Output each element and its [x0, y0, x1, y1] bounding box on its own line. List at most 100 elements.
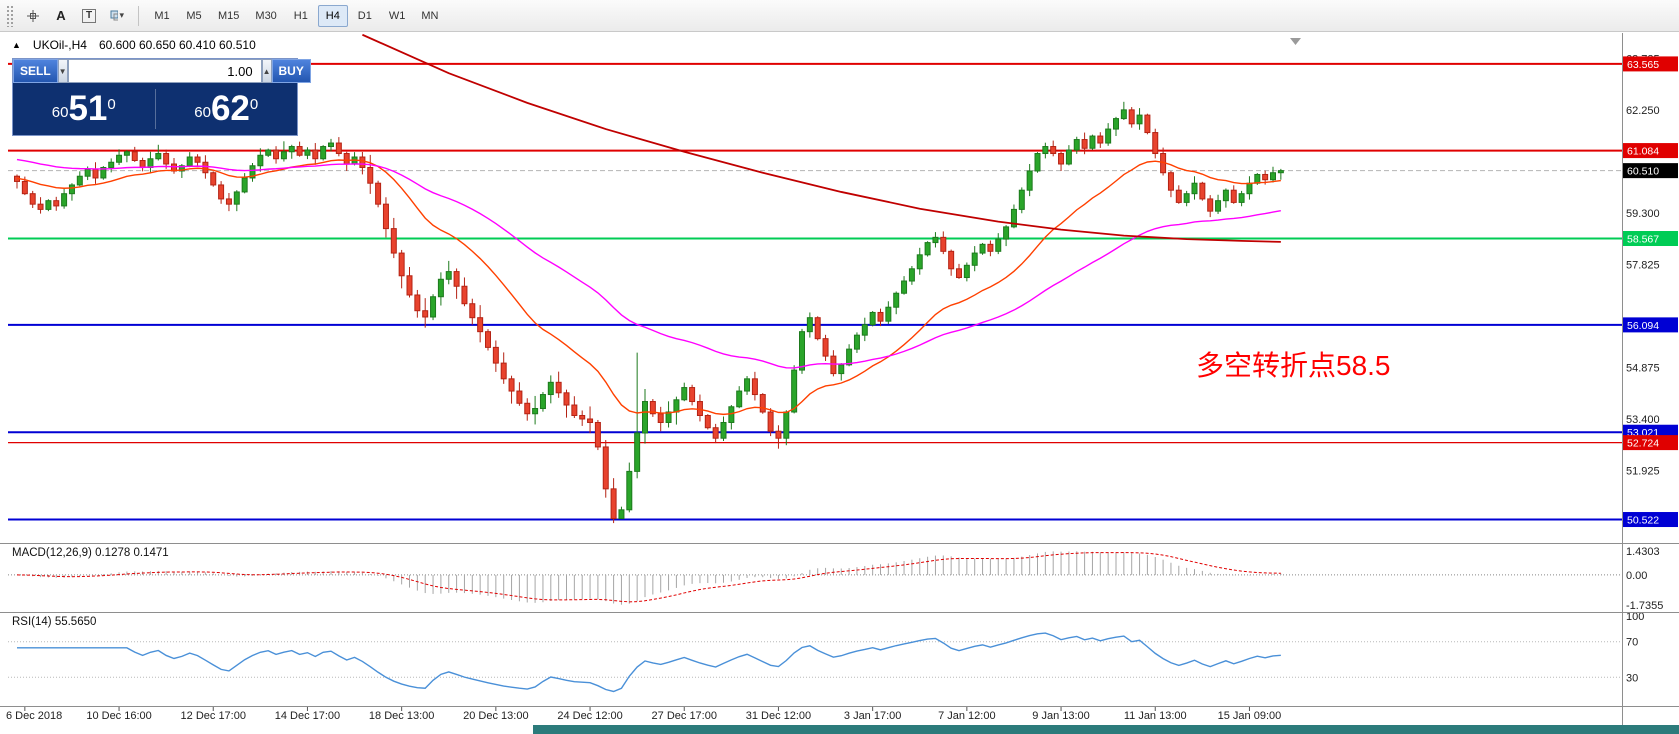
svg-text:51.925: 51.925 — [1626, 466, 1660, 478]
chart-title-bar: ▲ UKOil-,H4 60.600 60.650 60.410 60.510 — [12, 38, 256, 52]
price-badge-58.567 — [1623, 231, 1678, 247]
text-annotation-icon: A — [56, 8, 66, 23]
timeframe-m15[interactable]: M15 — [211, 5, 246, 27]
timeframe-m1[interactable]: M1 — [147, 5, 177, 27]
svg-text:20 Dec 13:00: 20 Dec 13:00 — [463, 710, 528, 722]
buy-price-big: 62 — [210, 88, 250, 128]
svg-text:9 Jan 13:00: 9 Jan 13:00 — [1032, 710, 1090, 722]
svg-text:0.00: 0.00 — [1626, 570, 1647, 582]
svg-text:10 Dec 16:00: 10 Dec 16:00 — [86, 710, 151, 722]
moving-averages — [16, 33, 1281, 416]
price-axis: 100703063.72562.25059.30057.82554.87553.… — [1623, 53, 1678, 684]
sell-price: 60 51 0 — [51, 88, 116, 128]
volume-input[interactable] — [67, 59, 262, 83]
svg-text:24 Dec 12:00: 24 Dec 12:00 — [557, 710, 622, 722]
price-badge-50.522 — [1623, 512, 1678, 528]
sell-price-prefix: 60 — [51, 104, 69, 122]
chart-chrome — [0, 33, 1679, 726]
buy-price: 60 62 0 — [194, 88, 259, 128]
timeframe-d1[interactable]: D1 — [350, 5, 380, 27]
macd-signal-line — [16, 552, 1281, 603]
price-badge-56.094 — [1623, 317, 1678, 333]
svg-text:18 Dec 13:00: 18 Dec 13:00 — [369, 710, 434, 722]
ma-55 — [16, 158, 1281, 369]
svg-text:62.250: 62.250 — [1626, 105, 1660, 117]
time-axis: 6 Dec 2018 10 Dec 16:00 12 Dec 17:00 14 Dec… — [6, 707, 1281, 722]
drawing-tools-group: A T ▾ — [19, 4, 131, 28]
toolbar: A T ▾ M1 M5 M15 M30 H1 H4 D1 W1 MN — [0, 0, 1679, 32]
timeframe-h1[interactable]: H1 — [286, 5, 316, 27]
buy-button[interactable]: BUY — [271, 59, 311, 83]
timeframe-h4[interactable]: H4 — [317, 4, 348, 27]
svg-text:57.825: 57.825 — [1626, 259, 1660, 271]
sell-price-big: 51 — [68, 88, 108, 128]
buy-price-sup: 0 — [249, 95, 259, 113]
oneclick-collapse-icon[interactable]: ▲ — [12, 40, 21, 50]
chart-shift-icon — [1290, 38, 1301, 45]
svg-text:7 Jan 12:00: 7 Jan 12:00 — [938, 710, 996, 722]
svg-text:53.400: 53.400 — [1626, 414, 1660, 426]
chevron-down-icon: ▾ — [119, 10, 124, 20]
ohlc-values: 60.600 60.650 60.410 60.510 — [98, 38, 256, 52]
trade-prices-row: 60 51 0 60 62 0 — [13, 83, 297, 135]
symbol-period-label: UKOil-,H4 — [32, 38, 87, 52]
shapes-icon — [110, 10, 119, 21]
buy-price-area[interactable]: 60 62 0 — [156, 83, 298, 135]
rsi-panel — [8, 632, 1622, 693]
volume-increase-button[interactable]: ▲ — [261, 59, 272, 83]
text-label-button[interactable]: T — [75, 4, 103, 28]
rsi-indicator-label: RSI(14) 55.5650 — [12, 616, 97, 628]
crosshair-icon — [27, 9, 39, 22]
svg-text:15 Jan 09:00: 15 Jan 09:00 — [1218, 710, 1282, 722]
svg-text:50.522: 50.522 — [1627, 515, 1659, 527]
svg-text:60.510: 60.510 — [1627, 166, 1659, 178]
svg-text:54.875: 54.875 — [1626, 362, 1660, 374]
rsi-line — [17, 632, 1281, 693]
figures-button[interactable]: ▾ — [103, 4, 131, 28]
price-badge-63.565 — [1623, 56, 1678, 72]
svg-text:56.094: 56.094 — [1627, 320, 1659, 332]
svg-text:3 Jan 17:00: 3 Jan 17:00 — [844, 710, 902, 722]
long-ma-line — [362, 33, 1281, 243]
timeframe-w1[interactable]: W1 — [382, 5, 413, 27]
price-badge-52.724 — [1623, 435, 1678, 451]
trade-controls-row: SELL ▼ ▲ BUY — [13, 59, 311, 83]
timeframe-group: M1 M5 M15 M30 H1 H4 D1 W1 MN — [146, 4, 446, 27]
timeframe-m30[interactable]: M30 — [248, 5, 283, 27]
svg-text:1.4303: 1.4303 — [1626, 546, 1660, 558]
svg-text:6 Dec 2018: 6 Dec 2018 — [6, 710, 62, 722]
sell-price-area[interactable]: 60 51 0 — [13, 83, 155, 135]
toolbar-grip[interactable] — [6, 4, 13, 27]
macd-panel — [8, 551, 1622, 605]
sell-button[interactable]: SELL — [13, 59, 58, 83]
svg-text:61.084: 61.084 — [1627, 146, 1659, 158]
chevron-up-icon: ▲ — [262, 66, 271, 76]
svg-text:52.724: 52.724 — [1627, 438, 1659, 450]
svg-text:59.300: 59.300 — [1626, 208, 1660, 220]
svg-text:27 Dec 17:00: 27 Dec 17:00 — [652, 710, 717, 722]
timeframe-m5[interactable]: M5 — [179, 5, 209, 27]
price-divider — [154, 89, 156, 129]
buy-price-prefix: 60 — [194, 104, 211, 122]
ma-21 — [16, 159, 1281, 416]
svg-text:63.565: 63.565 — [1627, 59, 1659, 71]
toolbar-separator — [138, 5, 139, 26]
volume-dropdown-button[interactable]: ▼ — [57, 59, 68, 83]
timeframe-mn[interactable]: MN — [414, 5, 445, 27]
svg-text:14 Dec 17:00: 14 Dec 17:00 — [275, 710, 340, 722]
svg-text:30: 30 — [1626, 672, 1638, 684]
chart-text-annotation: 多空转折点58.5 — [1196, 350, 1391, 381]
text-annotation-button[interactable]: A — [47, 4, 75, 28]
svg-text:70: 70 — [1626, 637, 1638, 649]
bottom-strip — [533, 725, 1679, 734]
svg-text:11 Jan 13:00: 11 Jan 13:00 — [1124, 710, 1187, 722]
svg-text:31 Dec 12:00: 31 Dec 12:00 — [746, 710, 811, 722]
price-badge-61.084 — [1623, 143, 1678, 159]
candles-layer — [14, 101, 1284, 524]
sell-price-sup: 0 — [107, 95, 116, 113]
text-label-icon: T — [81, 8, 97, 23]
macd-indicator-label: MACD(12,26,9) 0.1278 0.1471 — [12, 547, 169, 559]
crosshair-button[interactable] — [19, 4, 47, 28]
